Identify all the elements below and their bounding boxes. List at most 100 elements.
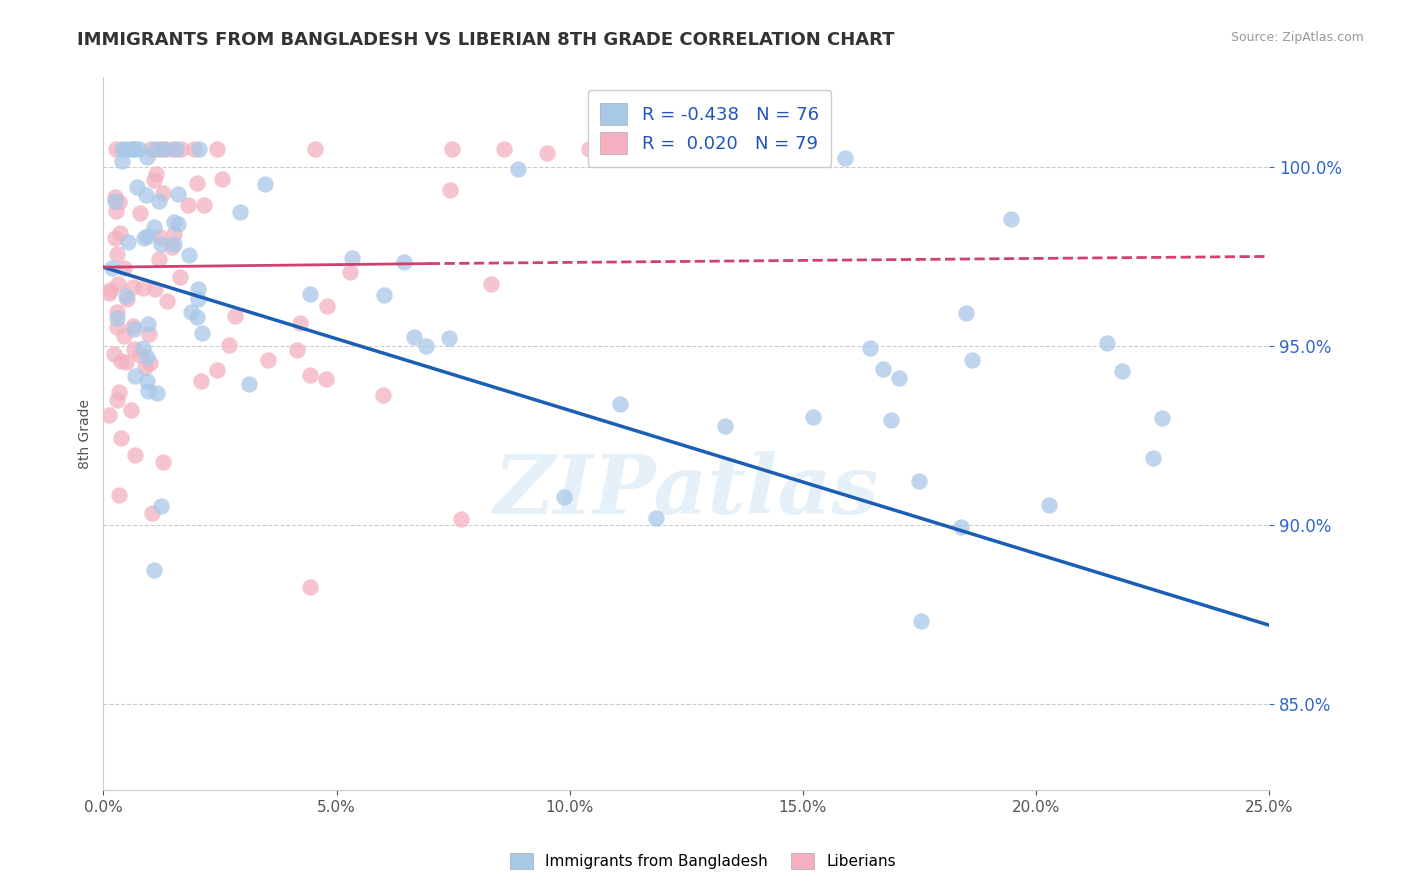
Point (211, 171, 233, 186)
Text: IMMIGRANTS FROM BANGLADESH VS LIBERIAN 8TH GRADE CORRELATION CHART: IMMIGRANTS FROM BANGLADESH VS LIBERIAN 8… (77, 31, 894, 49)
Point (285, 343, 308, 357)
Point (165, 142, 187, 156)
Point (100, 283, 122, 297)
Point (110, 353, 132, 368)
Point (149, 230, 172, 244)
Point (121, 279, 143, 293)
Point (121, 142, 143, 156)
Point (253, 177, 276, 191)
Point (136, 374, 159, 388)
Point (315, 372, 337, 386)
Point (536, 145, 558, 160)
Point (122, 319, 145, 334)
Point (205, 142, 228, 156)
Point (193, 198, 215, 212)
Point (340, 251, 363, 265)
Point (163, 237, 186, 252)
Point (415, 339, 437, 353)
Point (108, 384, 131, 399)
Point (115, 354, 138, 368)
Point (578, 142, 600, 156)
Point (152, 455, 174, 469)
Point (138, 384, 160, 398)
Point (256, 352, 278, 367)
Point (136, 317, 159, 331)
Point (138, 356, 160, 370)
Point (609, 397, 631, 411)
Point (238, 377, 260, 392)
Point (132, 341, 155, 355)
Point (112, 329, 135, 343)
Point (108, 488, 131, 502)
Point (450, 512, 472, 526)
Point (108, 227, 131, 241)
Point (187, 282, 209, 296)
Point (166, 217, 188, 231)
Point (155, 142, 177, 156)
Point (143, 563, 166, 577)
Point (134, 360, 156, 375)
Point (135, 187, 157, 202)
Point (132, 231, 155, 245)
Point (960, 353, 983, 368)
Point (299, 580, 322, 594)
Point (229, 204, 252, 219)
Point (440, 142, 463, 156)
Point (187, 292, 209, 306)
Point (105, 247, 128, 261)
Point (141, 506, 163, 520)
Point (124, 369, 146, 384)
Point (120, 402, 142, 417)
Point (104, 231, 127, 245)
Point (135, 350, 157, 364)
Point (299, 368, 322, 382)
Point (103, 347, 125, 361)
Point (1000, 211, 1022, 226)
Point (177, 248, 200, 262)
Point (122, 322, 145, 336)
Point (479, 277, 502, 292)
Point (122, 342, 145, 356)
Point (1038, 498, 1060, 512)
Text: Source: ZipAtlas.com: Source: ZipAtlas.com (1230, 31, 1364, 45)
Point (167, 187, 190, 202)
Point (121, 142, 143, 156)
Point (630, 142, 652, 156)
Point (110, 431, 132, 445)
Point (955, 306, 977, 320)
Point (437, 331, 460, 345)
Point (872, 361, 894, 376)
Point (163, 215, 186, 229)
Point (124, 448, 146, 462)
Point (887, 371, 910, 385)
Point (132, 281, 155, 295)
Point (160, 240, 183, 254)
Point (492, 142, 515, 156)
Point (714, 419, 737, 434)
Point (339, 265, 361, 279)
Point (218, 338, 240, 352)
Point (834, 151, 856, 165)
Point (105, 203, 128, 218)
Point (1111, 364, 1133, 378)
Point (553, 490, 575, 504)
Legend: Immigrants from Bangladesh, Liberians: Immigrants from Bangladesh, Liberians (505, 847, 901, 875)
Point (107, 277, 129, 291)
Point (105, 305, 128, 319)
Point (150, 500, 173, 514)
Point (135, 150, 157, 164)
Point (163, 227, 186, 241)
Point (190, 326, 212, 340)
Point (128, 142, 150, 156)
Point (152, 186, 174, 200)
Point (148, 252, 170, 267)
Point (111, 153, 134, 168)
Point (115, 292, 138, 306)
Point (112, 260, 135, 275)
Point (1142, 451, 1164, 466)
Point (145, 167, 167, 181)
Point (146, 385, 169, 400)
Point (129, 348, 152, 362)
Point (97, 286, 120, 301)
Point (101, 260, 124, 275)
